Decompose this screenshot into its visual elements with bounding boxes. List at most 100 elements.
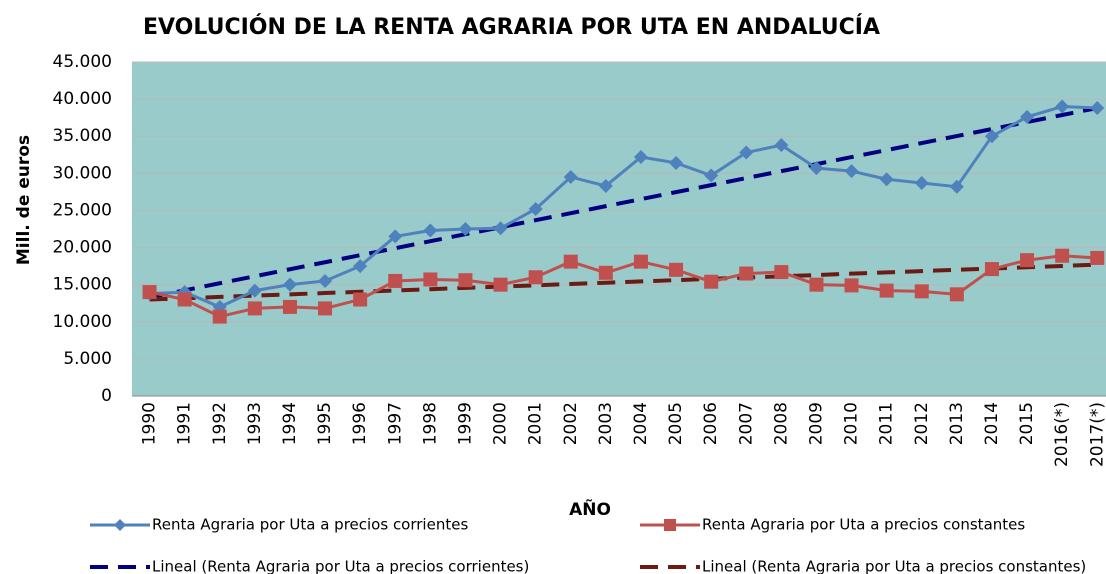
y-tick-label: 30.000 <box>53 163 112 183</box>
y-axis-label: Mill. de euros <box>14 135 34 265</box>
point <box>388 273 403 288</box>
point <box>844 278 859 293</box>
point <box>388 229 403 244</box>
point <box>809 277 824 292</box>
x-tick-label: 1995 <box>315 402 335 445</box>
point <box>949 287 964 302</box>
series-line <box>149 105 1098 309</box>
point <box>1055 99 1070 114</box>
x-tick-label: 2010 <box>842 402 862 445</box>
point <box>669 155 684 170</box>
point <box>142 285 157 300</box>
point <box>528 270 543 285</box>
legend-marker <box>664 519 676 531</box>
legend-marker <box>114 519 126 531</box>
x-tick-label: 2014 <box>982 402 1002 445</box>
x-tick-label: 1998 <box>420 402 440 445</box>
point <box>844 164 859 179</box>
x-tick-label: 2000 <box>491 402 511 445</box>
point <box>353 259 368 274</box>
point <box>493 277 508 292</box>
point <box>563 170 578 185</box>
x-tick-label: 2015 <box>1017 402 1037 445</box>
x-tick-label: 2005 <box>666 402 686 445</box>
y-tick-label: 25.000 <box>53 200 112 220</box>
point <box>633 254 648 269</box>
point <box>914 175 929 190</box>
y-tick-label: 10.000 <box>53 312 112 332</box>
legend-label: Renta Agraria por Uta a precios corrient… <box>152 516 468 534</box>
x-tick-label: 2004 <box>631 402 651 445</box>
x-tick-label: 1999 <box>455 402 475 445</box>
y-tick-label: 5.000 <box>63 349 112 369</box>
series-line <box>149 254 1098 319</box>
y-tick-label: 40.000 <box>53 89 112 109</box>
point <box>984 129 999 144</box>
y-tick-label: 15.000 <box>53 275 112 295</box>
point <box>247 301 262 316</box>
x-tick-label: 2009 <box>806 402 826 445</box>
point <box>247 283 262 298</box>
point <box>318 301 333 316</box>
point <box>984 262 999 277</box>
point <box>739 266 754 281</box>
point <box>177 292 192 307</box>
y-tick-label: 20.000 <box>53 238 112 258</box>
point <box>598 265 613 280</box>
point <box>493 221 508 236</box>
point <box>563 254 578 269</box>
trend-line <box>149 106 1098 300</box>
x-tick-label: 1994 <box>280 402 300 445</box>
legend-label: Lineal (Renta Agraria por Uta a precios … <box>152 558 529 574</box>
y-tick-label: 0 <box>101 386 112 406</box>
point <box>1020 253 1035 268</box>
trend-line <box>149 262 1098 302</box>
point <box>1090 101 1105 116</box>
x-tick-label: 2017(*) <box>1087 402 1106 467</box>
x-tick-label: 2011 <box>877 402 897 445</box>
x-tick-label: 2003 <box>596 402 616 445</box>
point <box>809 161 824 176</box>
x-tick-label: 2008 <box>771 402 791 445</box>
point <box>212 309 227 324</box>
x-tick-label: 1990 <box>140 402 160 445</box>
point <box>669 262 684 277</box>
x-tick-label: 2013 <box>947 402 967 445</box>
point <box>1020 109 1035 124</box>
x-tick-label: 2012 <box>912 402 932 445</box>
point <box>318 273 333 288</box>
x-tick-label: 1997 <box>385 402 405 445</box>
chart-title: EVOLUCIÓN DE LA RENTA AGRARIA POR UTA EN… <box>143 14 880 40</box>
point <box>423 223 438 238</box>
point <box>1090 250 1105 265</box>
point <box>282 299 297 314</box>
y-tick-label: 45.000 <box>53 52 112 72</box>
point <box>1055 248 1070 263</box>
point <box>739 145 754 160</box>
y-tick-label: 35.000 <box>53 126 112 146</box>
x-tick-label: 2006 <box>701 402 721 445</box>
point <box>423 272 438 287</box>
point <box>879 283 894 298</box>
point <box>282 277 297 292</box>
x-axis-label: AÑO <box>569 497 611 520</box>
x-tick-label: 2007 <box>736 402 756 445</box>
point <box>704 274 719 289</box>
point <box>598 178 613 193</box>
legend-label: Lineal (Renta Agraria por Uta a precios … <box>702 558 1086 574</box>
point <box>774 138 789 153</box>
point <box>353 292 368 307</box>
point <box>458 273 473 288</box>
x-tick-label: 1991 <box>175 402 195 445</box>
x-tick-label: 2002 <box>561 402 581 445</box>
point <box>528 201 543 216</box>
x-tick-label: 1992 <box>210 402 230 445</box>
point <box>949 179 964 194</box>
point <box>704 168 719 183</box>
legend-label: Renta Agraria por Uta a precios constant… <box>702 516 1025 534</box>
point <box>458 222 473 236</box>
x-tick-label: 1993 <box>245 402 265 445</box>
x-tick-label: 1996 <box>350 402 370 445</box>
point <box>774 265 789 280</box>
